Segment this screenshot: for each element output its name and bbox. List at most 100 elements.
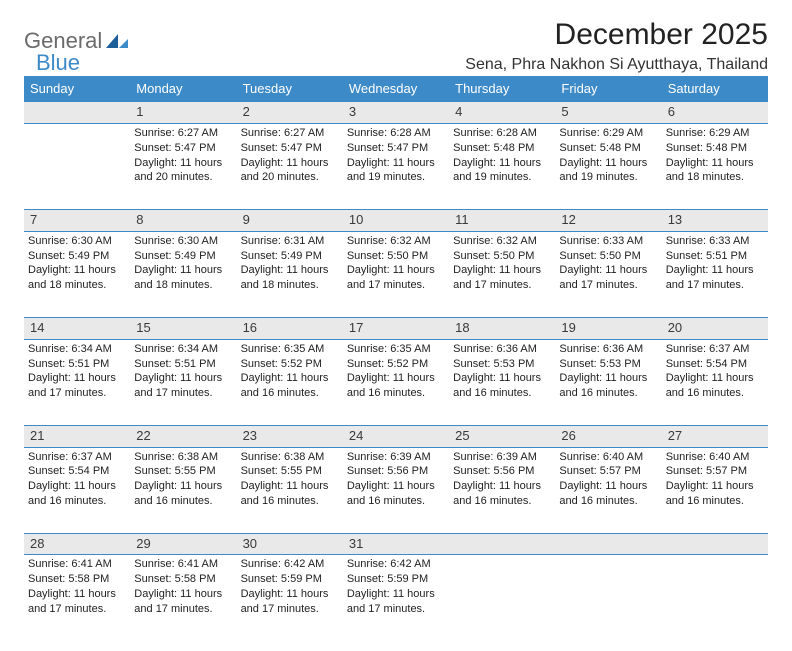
day-cell: Sunrise: 6:27 AMSunset: 5:47 PMDaylight:… xyxy=(130,123,236,209)
day-cell: Sunrise: 6:36 AMSunset: 5:53 PMDaylight:… xyxy=(449,339,555,425)
sunrise-text: Sunrise: 6:32 AM xyxy=(453,234,551,249)
sunrise-text: Sunrise: 6:39 AM xyxy=(453,450,551,465)
day-number: 10 xyxy=(343,209,449,231)
title-block: December 2025 Sena, Phra Nakhon Si Ayutt… xyxy=(465,18,768,80)
sunset-text: Sunset: 5:55 PM xyxy=(134,464,232,479)
day-info: Sunrise: 6:28 AMSunset: 5:48 PMDaylight:… xyxy=(453,126,551,185)
brand-text-2: Blue xyxy=(36,50,80,75)
day1-text: Daylight: 11 hours xyxy=(241,371,339,386)
day2-text: and 16 minutes. xyxy=(347,386,445,401)
day-cell: Sunrise: 6:38 AMSunset: 5:55 PMDaylight:… xyxy=(237,447,343,533)
day1-text: Daylight: 11 hours xyxy=(241,479,339,494)
day1-text: Daylight: 11 hours xyxy=(28,587,126,602)
daynum-row: 21222324252627 xyxy=(24,425,768,447)
day-number: 27 xyxy=(662,425,768,447)
day2-text: and 16 minutes. xyxy=(559,494,657,509)
day2-text: and 16 minutes. xyxy=(347,494,445,509)
sunrise-text: Sunrise: 6:37 AM xyxy=(666,342,764,357)
sunrise-text: Sunrise: 6:40 AM xyxy=(666,450,764,465)
day-cell xyxy=(449,555,555,641)
day1-text: Daylight: 11 hours xyxy=(559,371,657,386)
sunrise-text: Sunrise: 6:27 AM xyxy=(241,126,339,141)
day-info: Sunrise: 6:27 AMSunset: 5:47 PMDaylight:… xyxy=(134,126,232,185)
sunrise-text: Sunrise: 6:28 AM xyxy=(453,126,551,141)
day-cell: Sunrise: 6:41 AMSunset: 5:58 PMDaylight:… xyxy=(24,555,130,641)
day1-text: Daylight: 11 hours xyxy=(134,263,232,278)
day2-text: and 17 minutes. xyxy=(241,602,339,617)
day2-text: and 17 minutes. xyxy=(347,602,445,617)
sunrise-text: Sunrise: 6:41 AM xyxy=(134,557,232,572)
day-cell: Sunrise: 6:29 AMSunset: 5:48 PMDaylight:… xyxy=(555,123,661,209)
day2-text: and 18 minutes. xyxy=(28,278,126,293)
sunrise-text: Sunrise: 6:38 AM xyxy=(134,450,232,465)
sunrise-text: Sunrise: 6:38 AM xyxy=(241,450,339,465)
day-number xyxy=(662,533,768,555)
day-info: Sunrise: 6:38 AMSunset: 5:55 PMDaylight:… xyxy=(134,450,232,509)
day-number: 18 xyxy=(449,317,555,339)
sunrise-text: Sunrise: 6:30 AM xyxy=(28,234,126,249)
sunset-text: Sunset: 5:47 PM xyxy=(241,141,339,156)
day-header: Monday xyxy=(130,76,236,102)
sunrise-text: Sunrise: 6:42 AM xyxy=(241,557,339,572)
brand-logo: General xyxy=(24,18,132,54)
day-number: 25 xyxy=(449,425,555,447)
day1-text: Daylight: 11 hours xyxy=(347,479,445,494)
day1-text: Daylight: 11 hours xyxy=(453,263,551,278)
day-cell: Sunrise: 6:39 AMSunset: 5:56 PMDaylight:… xyxy=(449,447,555,533)
sunset-text: Sunset: 5:49 PM xyxy=(134,249,232,264)
sunrise-text: Sunrise: 6:42 AM xyxy=(347,557,445,572)
day-header: Sunday xyxy=(24,76,130,102)
day-number: 11 xyxy=(449,209,555,231)
day-info: Sunrise: 6:28 AMSunset: 5:47 PMDaylight:… xyxy=(347,126,445,185)
sunrise-text: Sunrise: 6:29 AM xyxy=(666,126,764,141)
day1-text: Daylight: 11 hours xyxy=(134,371,232,386)
day2-text: and 16 minutes. xyxy=(666,494,764,509)
day-number xyxy=(24,102,130,124)
sunrise-text: Sunrise: 6:30 AM xyxy=(134,234,232,249)
sunrise-text: Sunrise: 6:34 AM xyxy=(134,342,232,357)
day-info: Sunrise: 6:35 AMSunset: 5:52 PMDaylight:… xyxy=(347,342,445,401)
sunset-text: Sunset: 5:54 PM xyxy=(28,464,126,479)
sunset-text: Sunset: 5:49 PM xyxy=(28,249,126,264)
day-number: 19 xyxy=(555,317,661,339)
day-info: Sunrise: 6:40 AMSunset: 5:57 PMDaylight:… xyxy=(666,450,764,509)
sunset-text: Sunset: 5:54 PM xyxy=(666,357,764,372)
day-cell: Sunrise: 6:28 AMSunset: 5:47 PMDaylight:… xyxy=(343,123,449,209)
day-info: Sunrise: 6:29 AMSunset: 5:48 PMDaylight:… xyxy=(666,126,764,185)
day1-text: Daylight: 11 hours xyxy=(134,479,232,494)
day-cell: Sunrise: 6:35 AMSunset: 5:52 PMDaylight:… xyxy=(343,339,449,425)
day-number: 28 xyxy=(24,533,130,555)
day-cell: Sunrise: 6:42 AMSunset: 5:59 PMDaylight:… xyxy=(237,555,343,641)
day-info: Sunrise: 6:33 AMSunset: 5:50 PMDaylight:… xyxy=(559,234,657,293)
day-number: 29 xyxy=(130,533,236,555)
day-cell: Sunrise: 6:38 AMSunset: 5:55 PMDaylight:… xyxy=(130,447,236,533)
sunset-text: Sunset: 5:56 PM xyxy=(347,464,445,479)
day-number xyxy=(449,533,555,555)
sunset-text: Sunset: 5:53 PM xyxy=(453,357,551,372)
sunset-text: Sunset: 5:55 PM xyxy=(241,464,339,479)
day1-text: Daylight: 11 hours xyxy=(453,156,551,171)
day-number: 8 xyxy=(130,209,236,231)
day1-text: Daylight: 11 hours xyxy=(347,371,445,386)
day-number: 16 xyxy=(237,317,343,339)
day-info: Sunrise: 6:37 AMSunset: 5:54 PMDaylight:… xyxy=(666,342,764,401)
day-info: Sunrise: 6:32 AMSunset: 5:50 PMDaylight:… xyxy=(453,234,551,293)
week-row: Sunrise: 6:41 AMSunset: 5:58 PMDaylight:… xyxy=(24,555,768,641)
day-cell: Sunrise: 6:29 AMSunset: 5:48 PMDaylight:… xyxy=(662,123,768,209)
day-cell: Sunrise: 6:37 AMSunset: 5:54 PMDaylight:… xyxy=(24,447,130,533)
day-cell: Sunrise: 6:41 AMSunset: 5:58 PMDaylight:… xyxy=(130,555,236,641)
sunset-text: Sunset: 5:48 PM xyxy=(666,141,764,156)
day-cell: Sunrise: 6:35 AMSunset: 5:52 PMDaylight:… xyxy=(237,339,343,425)
day-number: 7 xyxy=(24,209,130,231)
day-info: Sunrise: 6:42 AMSunset: 5:59 PMDaylight:… xyxy=(241,557,339,616)
day-cell: Sunrise: 6:40 AMSunset: 5:57 PMDaylight:… xyxy=(555,447,661,533)
calendar-page: General December 2025 Sena, Phra Nakhon … xyxy=(0,0,792,651)
sunset-text: Sunset: 5:50 PM xyxy=(347,249,445,264)
day1-text: Daylight: 11 hours xyxy=(28,263,126,278)
day2-text: and 16 minutes. xyxy=(241,494,339,509)
day1-text: Daylight: 11 hours xyxy=(559,479,657,494)
day2-text: and 17 minutes. xyxy=(559,278,657,293)
day2-text: and 16 minutes. xyxy=(241,386,339,401)
day1-text: Daylight: 11 hours xyxy=(453,479,551,494)
day-number: 13 xyxy=(662,209,768,231)
